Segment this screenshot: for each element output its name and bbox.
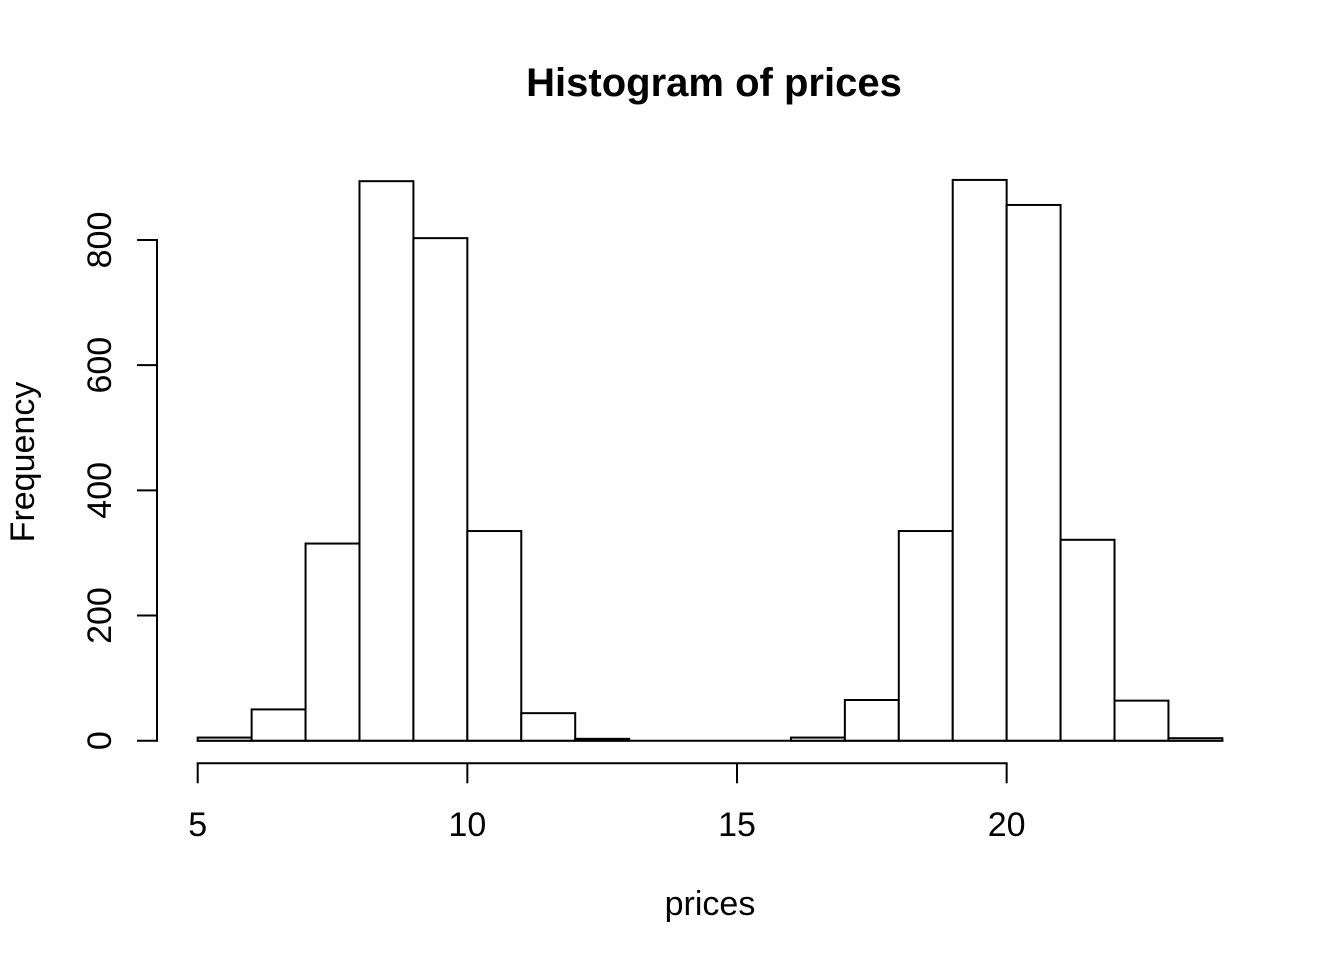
x-tick-label: 10 [448,806,486,844]
histogram-bar [520,712,577,742]
histogram-bar [466,530,523,742]
histogram-bar [951,178,1008,742]
histogram-bar [196,736,253,742]
y-tick-label: 800 [81,212,119,269]
chart-title: Histogram of prices [526,61,902,105]
histogram-bar [304,542,361,742]
histogram-bar [574,737,631,742]
x-axis-label: prices [665,885,756,923]
histogram-bar [1113,699,1170,742]
histogram-bar [358,180,415,742]
histogram-bar [412,237,469,742]
y-tick-label: 600 [81,337,119,394]
x-tick-label: 20 [988,806,1026,844]
histogram-bar [843,699,900,742]
histogram-bar [1005,203,1062,742]
histogram-bar [1167,737,1224,742]
x-tick-label: 5 [188,806,207,844]
y-tick-label: 200 [81,587,119,644]
histogram-bar [1059,538,1116,742]
y-axis: 0 200 400 600 800 [81,212,158,750]
histogram-bar [789,736,846,742]
y-tick-label: 0 [81,731,119,750]
histogram-bars [196,178,1224,742]
histogram-bar [897,530,954,742]
y-axis-label: Frequency [4,382,42,543]
x-axis: 5 10 15 20 [188,762,1026,844]
y-tick-label: 400 [81,462,119,519]
x-tick-label: 15 [718,806,756,844]
histogram-bar [250,708,307,742]
